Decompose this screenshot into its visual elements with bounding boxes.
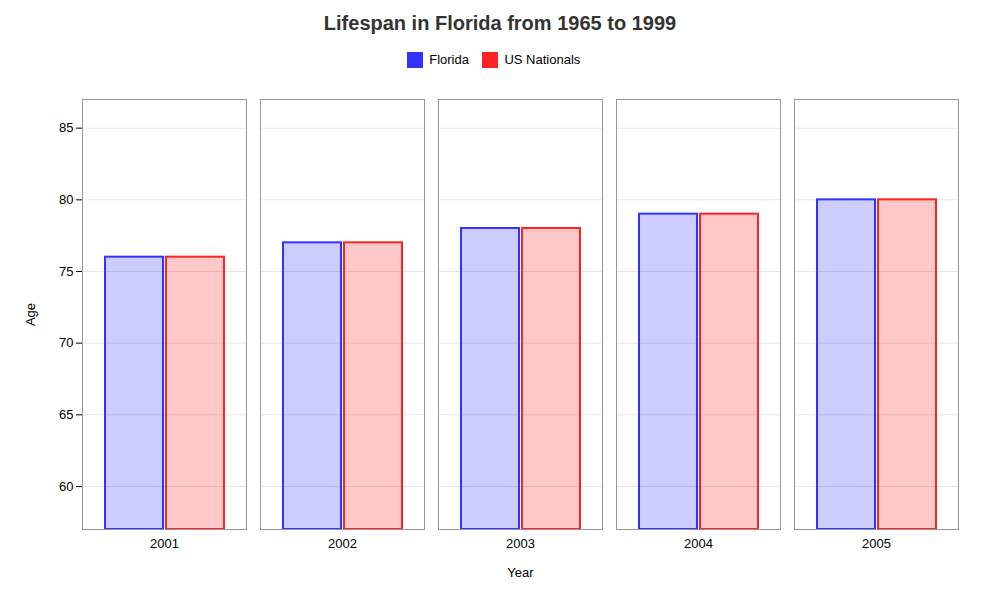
svg-text:2002: 2002 <box>328 535 357 550</box>
svg-text:85: 85 <box>59 120 73 135</box>
svg-text:Age: Age <box>23 302 38 325</box>
html-text:Florida: Florida <box>429 52 469 67</box>
svg-text:80: 80 <box>59 191 73 206</box>
svg-text:2004: 2004 <box>684 535 713 550</box>
svg-text:60: 60 <box>59 478 73 493</box>
svg-text:75: 75 <box>59 263 73 278</box>
html-text:Lifespan in Florida from 1965: Lifespan in Florida from 1965 to 1999 <box>323 12 677 34</box>
svg-text:2001: 2001 <box>150 535 179 550</box>
svg-text:65: 65 <box>59 406 73 421</box>
html-text:US Nationals: US Nationals <box>504 52 581 67</box>
svg-text:2005: 2005 <box>862 535 891 550</box>
svg-text:2003: 2003 <box>506 535 535 550</box>
svg-text:Year: Year <box>507 564 534 579</box>
svg-text:70: 70 <box>59 335 73 350</box>
